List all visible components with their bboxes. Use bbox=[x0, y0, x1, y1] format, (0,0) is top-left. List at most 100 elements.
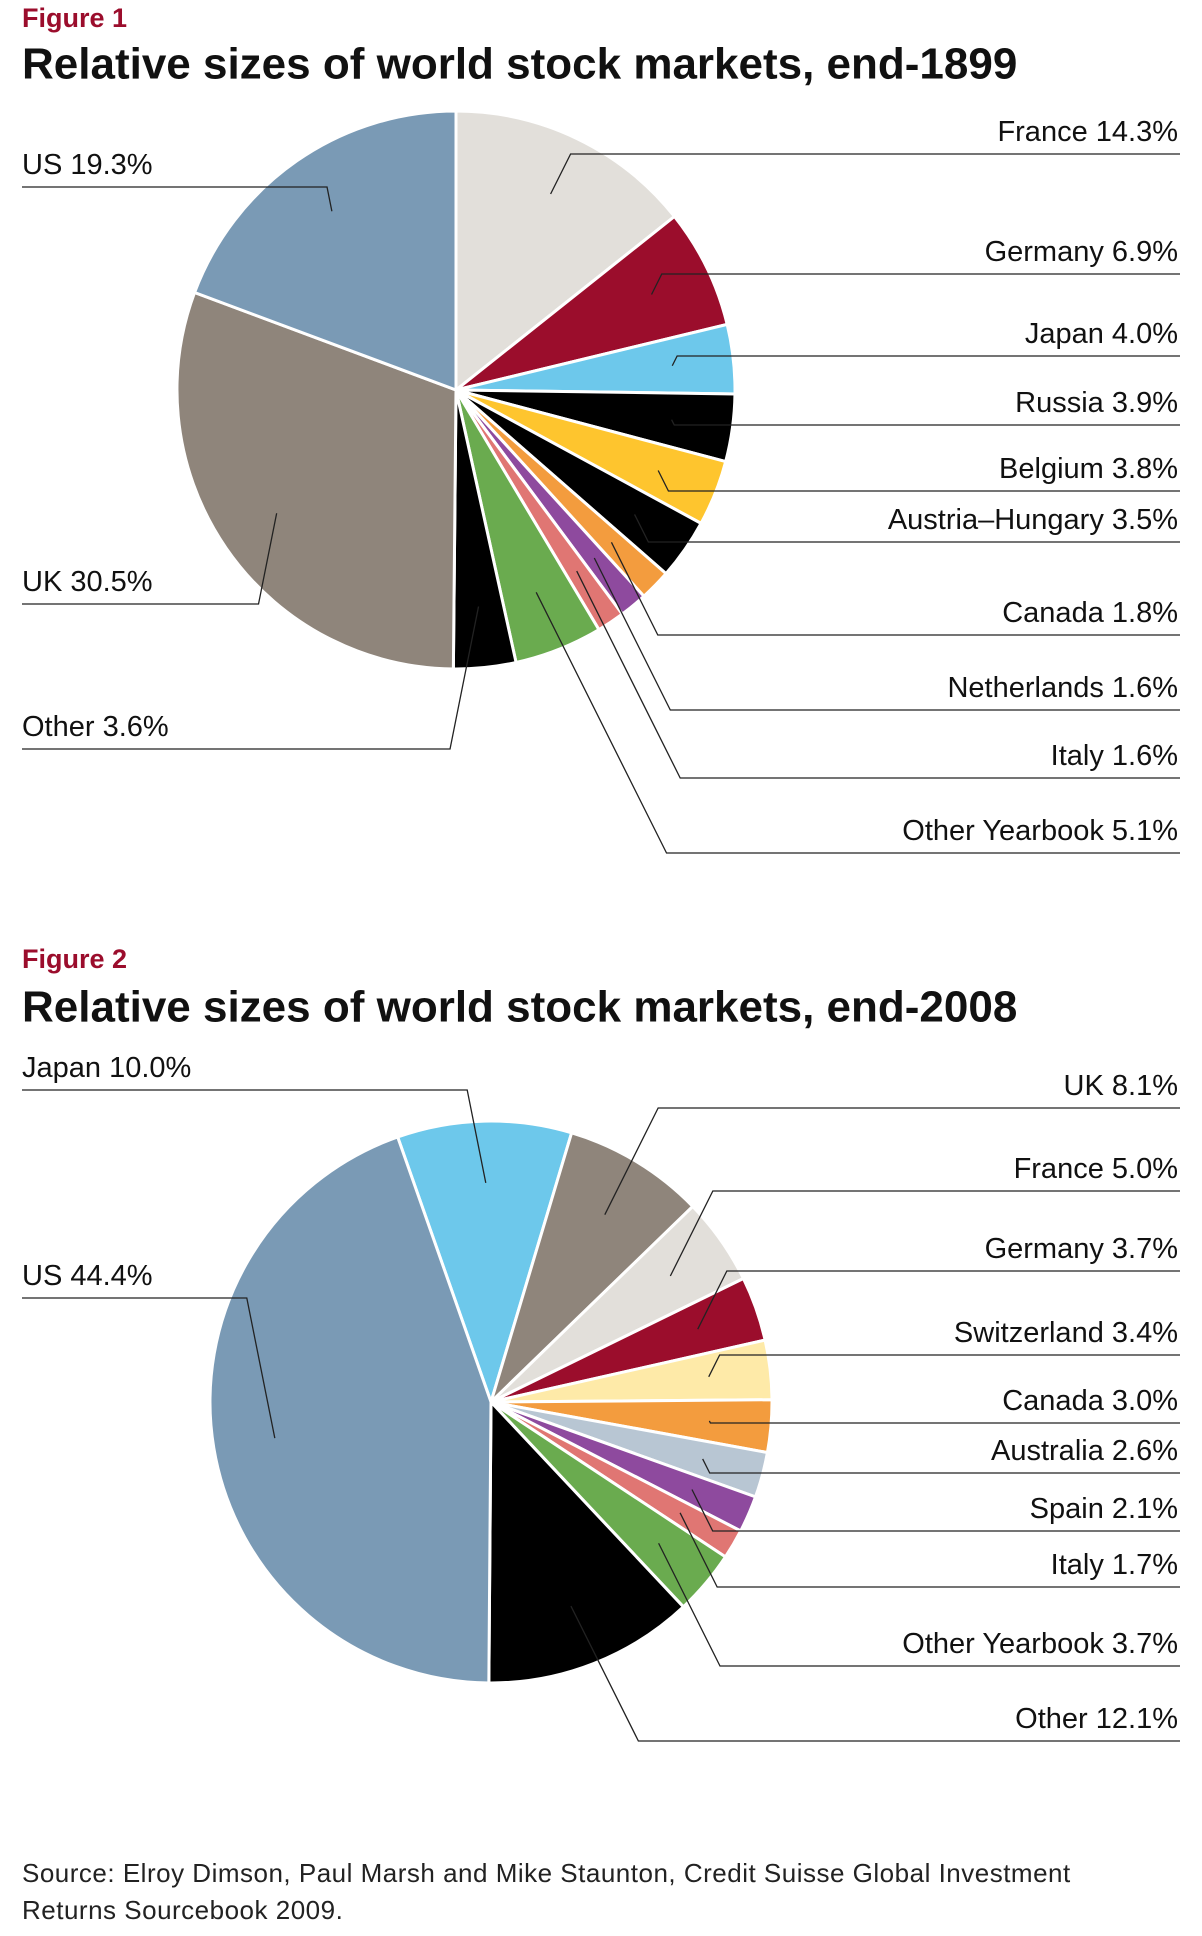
slice-label: UK 30.5% bbox=[22, 566, 153, 598]
slice-name: Spain bbox=[1030, 1493, 1104, 1525]
slice-name: Canada bbox=[1002, 1385, 1104, 1417]
leader-line bbox=[633, 514, 1180, 543]
slice-value: 12.1% bbox=[1096, 1703, 1178, 1735]
slice-label: Switzerland 3.4% bbox=[954, 1317, 1178, 1349]
leader-line bbox=[610, 542, 1180, 636]
pie-slice bbox=[175, 290, 458, 671]
leader-line bbox=[22, 1089, 487, 1184]
chart-title: Relative sizes of world stock markets, e… bbox=[22, 983, 1017, 1032]
leader-line bbox=[702, 1458, 1180, 1474]
slice-name: Netherlands bbox=[947, 672, 1103, 704]
slice-name: Germany bbox=[985, 1233, 1105, 1265]
leader-line bbox=[658, 1542, 1180, 1667]
slice-value: 2.6% bbox=[1112, 1435, 1178, 1467]
leader-line bbox=[22, 513, 278, 605]
slice-label: Australia 2.6% bbox=[991, 1435, 1178, 1467]
leader-line bbox=[22, 186, 333, 212]
slice-value: 30.5% bbox=[70, 566, 152, 598]
slice-name: Russia bbox=[1015, 387, 1105, 419]
leader-line bbox=[669, 1190, 1180, 1277]
slice-value: 1.7% bbox=[1112, 1549, 1178, 1581]
figure-label: Figure 1 bbox=[22, 3, 127, 33]
slice-name: Other bbox=[22, 711, 95, 743]
leader-line bbox=[22, 606, 480, 750]
slice-name: US bbox=[22, 149, 62, 181]
leader-line bbox=[535, 592, 1180, 854]
figure-label: Figure 2 bbox=[22, 944, 127, 974]
slice-value: 1.6% bbox=[1112, 740, 1178, 772]
slice-label: Germany 3.7% bbox=[985, 1233, 1178, 1265]
slice-name: Germany bbox=[985, 236, 1105, 268]
slice-value: 10.0% bbox=[109, 1052, 191, 1084]
slice-label: Russia 3.9% bbox=[1015, 387, 1178, 419]
slice-label: Spain 2.1% bbox=[1030, 1493, 1178, 1525]
leader-line bbox=[708, 1354, 1180, 1378]
slice-value: 5.0% bbox=[1112, 1153, 1178, 1185]
slice-name: Switzerland bbox=[954, 1317, 1104, 1349]
slice-name: Other Yearbook bbox=[902, 1628, 1104, 1660]
slice-name: US bbox=[22, 1260, 62, 1292]
chart-title: Relative sizes of world stock markets, e… bbox=[22, 40, 1017, 89]
slice-value: 1.6% bbox=[1112, 672, 1178, 704]
slice-value: 3.4% bbox=[1112, 1317, 1178, 1349]
pie-slice bbox=[395, 1119, 574, 1407]
slice-name: Canada bbox=[1002, 597, 1104, 629]
slice-value: 3.7% bbox=[1112, 1628, 1178, 1660]
slice-label: France 5.0% bbox=[1014, 1153, 1178, 1185]
slice-name: Other bbox=[1015, 1703, 1088, 1735]
slice-value: 19.3% bbox=[70, 149, 152, 181]
slice-value: 8.1% bbox=[1112, 1070, 1178, 1102]
leader-line bbox=[570, 1605, 1180, 1742]
slice-value: 3.8% bbox=[1112, 453, 1178, 485]
slice-name: Other Yearbook bbox=[902, 815, 1104, 847]
slice-value: 6.9% bbox=[1112, 236, 1178, 268]
slice-label: Netherlands 1.6% bbox=[947, 672, 1178, 704]
slice-value: 3.0% bbox=[1112, 1385, 1178, 1417]
slice-value: 14.3% bbox=[1096, 116, 1178, 148]
slice-label: Japan 4.0% bbox=[1025, 318, 1178, 350]
leader-line bbox=[604, 1107, 1180, 1215]
leader-line bbox=[697, 1270, 1180, 1330]
slice-name: Italy bbox=[1051, 1549, 1105, 1581]
pie-slice bbox=[487, 1398, 686, 1685]
slice-value: 3.7% bbox=[1112, 1233, 1178, 1265]
slice-label: France 14.3% bbox=[997, 116, 1178, 148]
leader-line bbox=[671, 355, 1180, 367]
pie-slice bbox=[487, 1130, 695, 1408]
leader-line bbox=[576, 570, 1180, 779]
pie-slice bbox=[454, 109, 677, 394]
source-note: Source: Elroy Dimson, Paul Marsh and Mik… bbox=[22, 1858, 1071, 1925]
slice-label: Canada 3.0% bbox=[1002, 1385, 1178, 1417]
slice-label: UK 8.1% bbox=[1064, 1070, 1178, 1102]
leader-line bbox=[22, 1297, 276, 1439]
leader-line bbox=[657, 470, 1180, 492]
leader-line bbox=[593, 557, 1180, 711]
slice-name: Austria–Hungary bbox=[888, 504, 1104, 536]
slice-label: Austria–Hungary 3.5% bbox=[888, 504, 1178, 536]
pie-slice bbox=[208, 1135, 493, 1685]
leader-line bbox=[650, 273, 1180, 295]
slice-label: Canada 1.8% bbox=[1002, 597, 1178, 629]
pie-slice bbox=[455, 214, 729, 392]
slice-label: Italy 1.6% bbox=[1051, 740, 1178, 772]
slice-name: France bbox=[997, 116, 1087, 148]
leader-line bbox=[671, 419, 1180, 426]
slice-value: 44.4% bbox=[70, 1260, 152, 1292]
slice-name: Japan bbox=[1025, 318, 1104, 350]
slice-value: 4.0% bbox=[1112, 318, 1178, 350]
slice-value: 3.9% bbox=[1112, 387, 1178, 419]
slice-value: 3.6% bbox=[103, 711, 169, 743]
slice-value: 3.5% bbox=[1112, 504, 1178, 536]
slice-label: Other 3.6% bbox=[22, 711, 169, 743]
slice-name: Belgium bbox=[999, 453, 1104, 485]
leader-line bbox=[708, 1420, 1180, 1424]
pie-slice bbox=[192, 109, 458, 393]
leader-line bbox=[691, 1489, 1180, 1532]
leader-line bbox=[679, 1512, 1180, 1588]
leader-line bbox=[550, 153, 1180, 195]
slice-name: France bbox=[1014, 1153, 1104, 1185]
slice-label: Other 12.1% bbox=[1015, 1703, 1178, 1735]
slice-label: Other Yearbook 5.1% bbox=[902, 815, 1178, 847]
